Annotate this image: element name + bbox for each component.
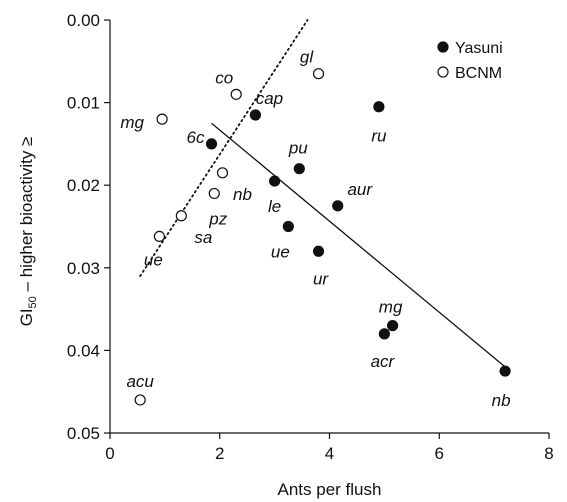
bcnm-label-pz: pz xyxy=(208,209,227,228)
yasuni-point-mg xyxy=(387,320,399,332)
yasuni-point-ru xyxy=(373,101,385,113)
yasuni-point-nb xyxy=(499,365,511,377)
yasuni-point-ue xyxy=(282,220,294,233)
trendlines xyxy=(139,19,506,368)
x-tick-label: 6 xyxy=(435,444,444,463)
yasuni-label-mg: mg xyxy=(379,298,403,317)
y-tick-label: 0.02 xyxy=(67,176,100,195)
bcnm-label-acu: acu xyxy=(126,372,154,391)
legend-marker-yasuni xyxy=(437,41,449,53)
bcnm-point-ue xyxy=(153,230,165,243)
y-tick-label: 0.00 xyxy=(67,11,100,30)
bcnm-label-ue: ue xyxy=(144,250,163,269)
yasuni-label-ur: ur xyxy=(313,269,329,288)
bcnm-point-sa xyxy=(175,210,187,222)
yasuni-point-aur xyxy=(332,200,344,212)
yasuni-label-acr: acr xyxy=(371,352,396,371)
yasuni-label-pu: pu xyxy=(288,139,308,158)
y-tick-label: 0.04 xyxy=(67,341,100,360)
legend-marker-bcnm xyxy=(437,66,449,78)
bcnm-label-mg: mg xyxy=(120,113,144,132)
yasuni-label-cap: cap xyxy=(256,89,283,108)
bcnm-label-sa: sa xyxy=(194,228,212,247)
bcnm-point-co xyxy=(230,88,242,100)
y-tick-label: 0.05 xyxy=(67,424,100,443)
x-axis-title: Ants per flush xyxy=(278,480,382,499)
bcnm-point-nb xyxy=(216,167,229,179)
yasuni-label-nb: nb xyxy=(492,391,511,410)
legend-label-bcnm: BCNM xyxy=(455,65,502,82)
bcnm-point-acu xyxy=(134,394,146,406)
yasuni-point-acr xyxy=(378,328,390,340)
bcnm-point-gl xyxy=(312,68,325,80)
yasuni-point-pu xyxy=(293,163,305,175)
x-tick-label: 8 xyxy=(544,444,553,463)
axis-titles: Ants per flush GI50 – higher bioactivity… xyxy=(17,137,381,499)
yasuni-label-ue: ue xyxy=(271,243,290,262)
y-axis-title: GI50 – higher bioactivity ≥ xyxy=(17,137,39,327)
y-axis-title-suffix: – higher bioactivity ≥ xyxy=(17,137,36,297)
point-labels: rucap6clepuaurueurmgacrnbglcomgnbpzsauea… xyxy=(120,48,510,410)
y-tick-label: 0.01 xyxy=(67,94,100,113)
bcnm-trendline xyxy=(139,19,309,277)
yasuni-label-aur: aur xyxy=(347,180,373,199)
x-tick-label: 4 xyxy=(325,444,334,463)
y-axis-title-prefix: GI xyxy=(17,308,36,326)
data-points xyxy=(134,68,511,406)
yasuni-label-le: le xyxy=(268,197,281,216)
yasuni-trendline xyxy=(211,122,506,368)
bcnm-point-mg xyxy=(156,113,168,125)
x-tick-label: 2 xyxy=(215,444,224,463)
yasuni-label-6c: 6c xyxy=(187,128,205,147)
x-tick-label: 0 xyxy=(105,444,114,463)
bcnm-label-nb: nb xyxy=(233,185,252,204)
bcnm-point-pz xyxy=(208,187,220,200)
y-tick-label: 0.03 xyxy=(67,259,100,278)
yasuni-label-ru: ru xyxy=(371,127,387,146)
yasuni-point-cap xyxy=(249,109,262,121)
legend-label-yasuni: Yasuni xyxy=(455,40,503,57)
yasuni-point-ur xyxy=(312,245,325,257)
axes: 0 2 4 6 8 0.00 0.01 0.02 0.03 0.04 0.05 xyxy=(67,11,554,463)
yasuni-point-le xyxy=(269,175,281,187)
yasuni-point-6c xyxy=(205,138,218,150)
y-axis-title-subscript: 50 xyxy=(27,296,39,308)
bcnm-label-co: co xyxy=(215,68,233,87)
bcnm-label-gl: gl xyxy=(300,48,314,67)
legend: Yasuni BCNM xyxy=(437,40,503,82)
